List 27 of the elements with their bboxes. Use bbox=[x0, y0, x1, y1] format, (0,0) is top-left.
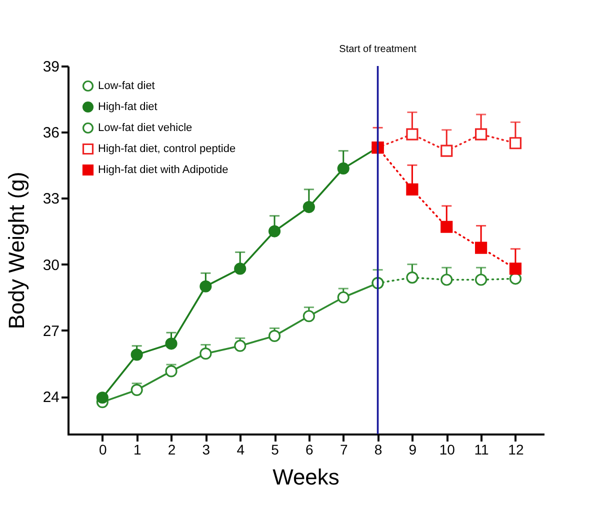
x-tick-label: 6 bbox=[306, 442, 314, 458]
x-tick-label: 1 bbox=[133, 442, 142, 458]
x-tick-label: 3 bbox=[202, 442, 210, 458]
x-tick-label: 0 bbox=[99, 442, 108, 458]
legend-label: High-fat diet, control peptide bbox=[98, 143, 236, 155]
x-tick-label: 12 bbox=[508, 442, 524, 458]
y-tick-label: 36 bbox=[42, 124, 60, 142]
legend-label: High-fat diet with Adipotide bbox=[98, 164, 228, 176]
x-tick-label: 9 bbox=[408, 442, 417, 458]
x-tick-label: 2 bbox=[168, 442, 176, 458]
legend-label: Low-fat diet bbox=[98, 80, 155, 92]
x-axis-title: Weeks bbox=[272, 464, 340, 490]
legend-label: Low-fat diet vehicle bbox=[98, 122, 192, 134]
legend-label: High-fat diet bbox=[98, 101, 158, 113]
y-tick-label: 24 bbox=[42, 389, 60, 406]
x-tick-label: 8 bbox=[374, 442, 382, 458]
y-tick-label: 30 bbox=[42, 256, 60, 274]
x-tick-label: 4 bbox=[236, 442, 245, 458]
x-tick-label: 10 bbox=[439, 442, 456, 458]
x-tick-label: 11 bbox=[474, 442, 490, 458]
x-tick-label: 7 bbox=[340, 442, 348, 458]
y-tick-label: 39 bbox=[42, 58, 60, 76]
y-tick-label: 33 bbox=[42, 190, 60, 208]
ref-line-label: Start of treatment bbox=[339, 44, 417, 55]
x-tick-label: 5 bbox=[271, 442, 280, 458]
y-tick-label: 27 bbox=[42, 322, 60, 340]
y-axis-title: Body Weight (g) bbox=[4, 172, 29, 330]
